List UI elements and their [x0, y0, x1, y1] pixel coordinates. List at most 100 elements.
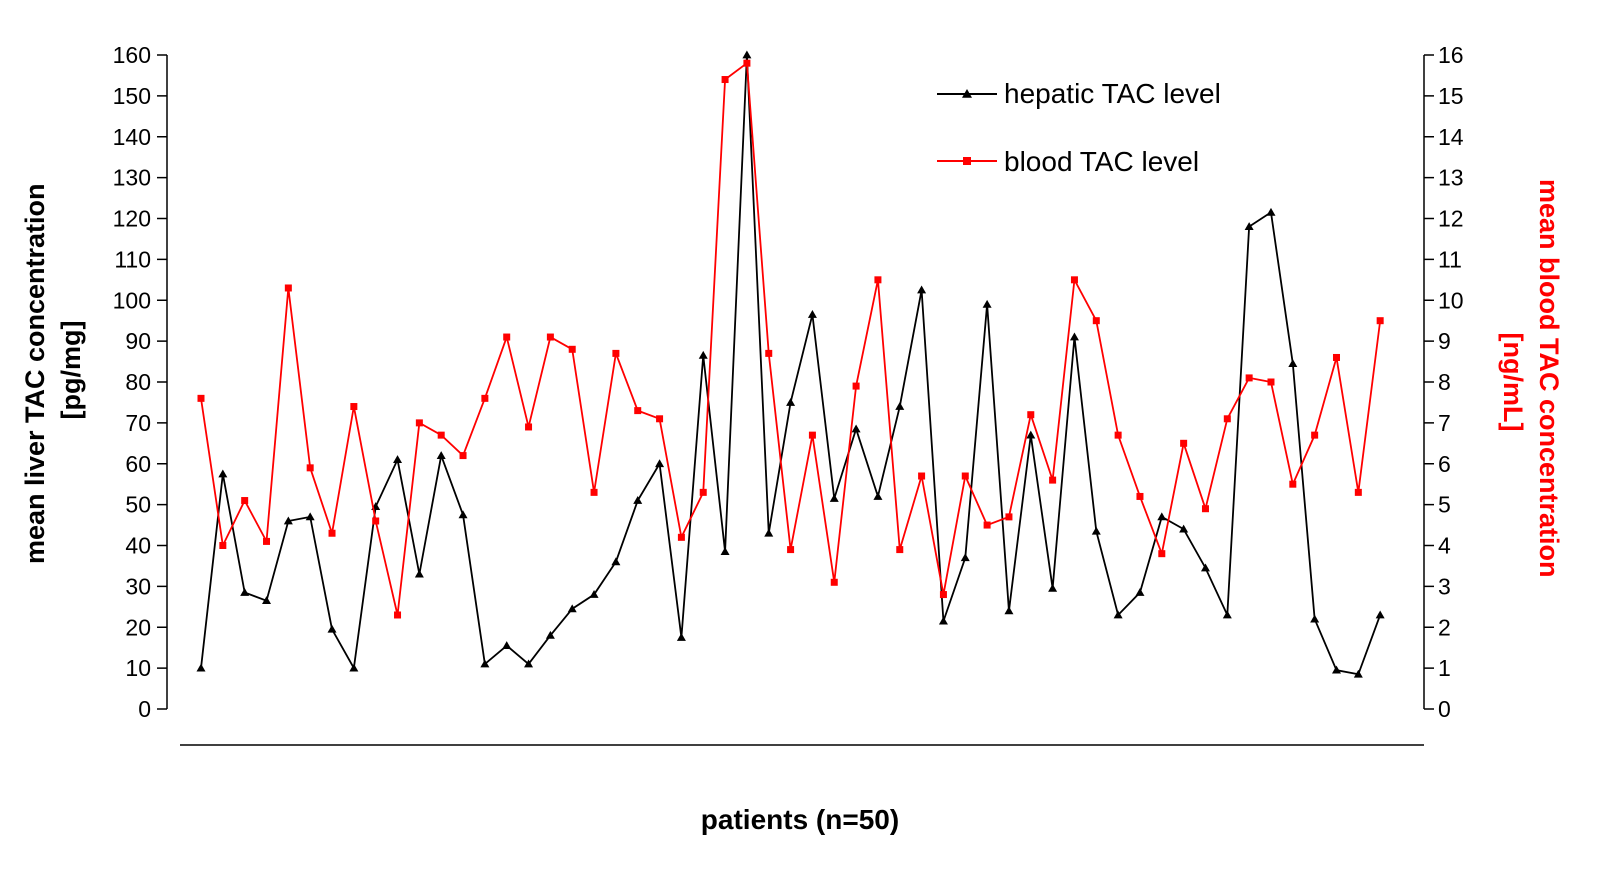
legend-marker-blood: [963, 157, 971, 165]
hepatic-point: [720, 547, 730, 556]
hepatic-point: [1310, 614, 1320, 623]
blood-point: [830, 578, 838, 586]
blood-point: [721, 76, 729, 84]
blood-point: [437, 431, 445, 439]
right-tick-label: 5: [1438, 492, 1451, 518]
hepatic-point: [655, 459, 665, 468]
x-axis-title: patients (n=50): [701, 804, 899, 835]
right-tick-label: 14: [1438, 124, 1464, 150]
blood-point: [1136, 492, 1144, 500]
legend-label-blood: blood TAC level: [1004, 146, 1199, 177]
blood-point: [415, 419, 423, 427]
blood-point: [1245, 374, 1253, 382]
hepatic-point: [1331, 665, 1341, 674]
hepatic-point: [567, 604, 577, 613]
blood-point: [699, 488, 707, 496]
hepatic-point: [327, 624, 337, 633]
hepatic-point: [262, 596, 272, 605]
hepatic-point: [873, 491, 883, 500]
blood-point: [525, 423, 533, 431]
hepatic-point: [1200, 563, 1210, 572]
hepatic-point: [545, 630, 555, 639]
left-tick-label: 150: [113, 83, 151, 109]
hepatic-point: [1091, 526, 1101, 535]
right-tick-label: 15: [1438, 83, 1464, 109]
blood-point: [612, 349, 620, 357]
left-y-axis-title-line1: mean liver TAC concentration: [20, 183, 50, 564]
hepatic-point: [917, 285, 927, 294]
blood-point: [328, 529, 336, 537]
blood-point: [765, 349, 773, 357]
blood-point: [787, 546, 795, 554]
right-tick-label: 4: [1438, 533, 1451, 559]
blood-point: [1005, 513, 1013, 521]
hepatic-point: [305, 512, 315, 521]
blood-point: [1223, 415, 1231, 423]
hepatic-point: [1026, 430, 1036, 439]
hepatic-point: [676, 632, 686, 641]
left-tick-label: 50: [125, 492, 151, 518]
right-tick-label: 13: [1438, 165, 1464, 191]
hepatic-point: [458, 510, 468, 519]
hepatic-point: [1179, 524, 1189, 533]
series-hepatic: [196, 50, 1385, 678]
right-y-axis-title-line1: mean blood TAC concentration: [1534, 179, 1564, 578]
blood-point: [743, 59, 751, 67]
right-tick-label: 12: [1438, 206, 1464, 232]
blood-point: [852, 382, 860, 390]
hepatic-point: [414, 569, 424, 578]
hepatic-point: [524, 659, 534, 668]
hepatic-point: [895, 402, 905, 410]
hepatic-point: [1004, 606, 1014, 615]
hepatic-point: [589, 590, 599, 598]
right-y-axis-title: mean blood TAC concentration [ng/mL]: [1498, 179, 1564, 585]
blood-point: [350, 403, 358, 411]
blood-point: [677, 533, 685, 541]
legend-label-hepatic: hepatic TAC level: [1004, 78, 1221, 109]
left-tick-label: 40: [125, 533, 151, 559]
left-tick-label: 70: [125, 410, 151, 436]
hepatic-point: [1222, 610, 1232, 619]
hepatic-point: [502, 641, 512, 650]
hepatic-point: [349, 663, 359, 672]
blood-point: [394, 611, 402, 619]
blood-point: [284, 284, 292, 292]
series-line-hepatic: [200, 54, 1382, 676]
hepatic-point: [1135, 588, 1145, 596]
right-tick-label: 6: [1438, 451, 1451, 477]
hepatic-point: [1288, 359, 1298, 367]
blood-point: [1180, 439, 1188, 447]
hepatic-point: [764, 528, 774, 537]
hepatic-point: [218, 469, 228, 478]
left-y-axis-title-line2: [pg/mg]: [56, 321, 86, 420]
blood-point: [1201, 505, 1209, 513]
blood-point: [808, 431, 816, 439]
right-tick-label: 10: [1438, 287, 1464, 313]
hepatic-point: [283, 516, 293, 525]
hepatic-point: [960, 553, 970, 562]
blood-point: [1311, 431, 1319, 439]
right-tick-label: 16: [1438, 42, 1464, 68]
series-layer: [196, 50, 1385, 678]
blood-point: [1114, 431, 1122, 439]
blood-point: [961, 472, 969, 480]
left-tick-label: 20: [125, 614, 151, 640]
blood-point: [918, 472, 926, 480]
legend-item-hepatic: hepatic TAC level: [937, 78, 1221, 109]
blood-point: [459, 452, 467, 460]
right-y-axis-title-line2: [ng/mL]: [1498, 333, 1528, 432]
blood-point: [306, 464, 314, 472]
hepatic-point: [742, 50, 752, 59]
blood-point: [1332, 353, 1340, 361]
blood-point: [568, 345, 576, 353]
series-line-blood: [200, 61, 1382, 616]
hepatic-point: [393, 455, 403, 464]
hepatic-point: [633, 496, 643, 504]
hepatic-point: [1375, 610, 1385, 619]
blood-point: [983, 521, 991, 529]
left-tick-label: 140: [113, 124, 151, 150]
blood-point: [896, 546, 904, 554]
series-blood: [197, 59, 1384, 619]
left-tick-label: 30: [125, 573, 151, 599]
